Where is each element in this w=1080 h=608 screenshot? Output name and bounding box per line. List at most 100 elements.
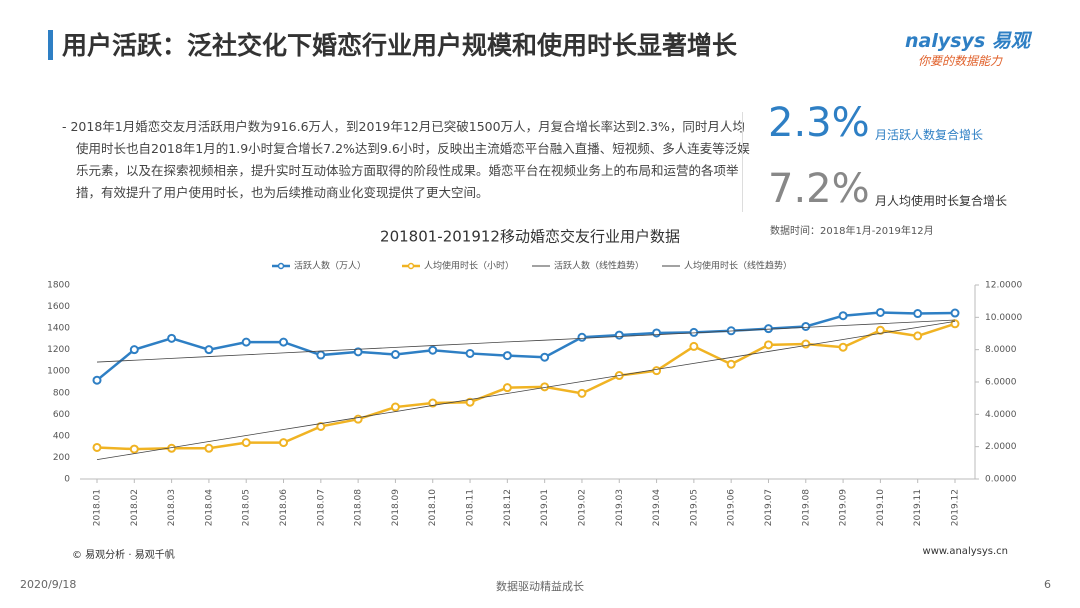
trend-line [96,320,956,460]
legend-marker [277,262,285,270]
point [875,325,885,335]
summary: - 2018年1月婚恋交友月活跃用户数为916.6万人，到2019年12月已突破… [62,119,750,200]
y-tick-label: 1200 [47,345,70,355]
x-tick-label: 2019.08 [801,489,811,526]
point [726,359,736,369]
point [577,388,587,398]
x-tick-label: 2018.12 [503,489,513,526]
point [279,337,289,347]
point [428,345,438,355]
point [353,347,363,357]
copyright: © 易观分析 · 易观千帆 [72,550,175,561]
chart-title: 201801-201912移动婚恋交友行业用户数据 [380,228,680,246]
site: www.analysys.cn [922,546,1008,557]
point [838,342,848,352]
point [241,438,251,448]
y2-tick-label: 0.0000 [985,475,1017,485]
x-tick-label: 2018.07 [316,489,326,526]
legend-label: 人均使用时长（小时） [424,260,514,272]
x-tick-label: 2019.02 [577,489,587,526]
point [129,444,139,454]
point [913,331,923,341]
y-tick-label: 1400 [47,324,70,334]
x-tick-label: 2019.04 [652,489,662,526]
point [540,352,550,362]
y2-tick-label: 12.0000 [985,281,1022,291]
point [614,330,624,340]
legend-label: 活跃人数（万人） [294,260,366,272]
point [689,341,699,351]
x-tick-label: 2018.01 [93,489,103,526]
point [838,311,848,321]
x-tick-label: 2019.11 [913,489,923,526]
trend-line [96,319,956,363]
y2-tick-label: 8.0000 [985,345,1017,355]
data-source: 数据时间：2018年1月-2019年12月 [770,226,934,237]
x-tick-label: 2018.10 [428,489,438,526]
stat-label: 月人均使用时长复合增长 [875,194,1008,208]
title-accent [48,30,53,60]
point [502,351,512,361]
point [763,340,773,350]
y2-tick-label: 6.0000 [985,378,1017,388]
point [465,348,475,358]
point [167,333,177,343]
point [390,350,400,360]
x-tick-label: 2019.03 [615,489,625,526]
x-tick-label: 2019.12 [951,489,961,526]
series-line [96,311,956,382]
point [92,442,102,452]
y2-tick-label: 2.0000 [985,442,1017,452]
point [279,438,289,448]
slogan: 你要的数据能力 [918,54,1003,68]
divider [742,112,743,212]
x-tick-label: 2019.06 [727,489,737,526]
y-tick-label: 0 [64,475,70,485]
point [204,345,214,355]
slide-title: 用户活跃：泛社交化下婚恋行业用户规模和使用时长显著增长 [62,31,738,60]
x-tick-label: 2018.03 [167,489,177,526]
x-tick-label: 2019.09 [839,489,849,526]
x-tick-label: 2018.02 [130,489,140,526]
y2-tick-label: 10.0000 [985,313,1022,323]
point [913,309,923,319]
y-tick-label: 800 [53,388,70,398]
x-tick-label: 2019.05 [689,489,699,526]
series-line [96,322,956,451]
y-tick-label: 1000 [47,367,70,377]
point [241,337,251,347]
point [390,402,400,412]
x-tick-label: 2019.07 [764,489,774,526]
point [950,319,960,329]
x-tick-label: 2018.05 [242,489,252,526]
point [353,414,363,424]
x-tick-label: 2018.11 [466,489,476,526]
date: 2020/9/18 [20,578,77,591]
point [204,443,214,453]
y-tick-label: 600 [53,410,70,420]
y-tick-label: 1800 [47,281,70,291]
point [465,397,475,407]
point [316,421,326,431]
legend-label: 人均使用时长（线性趋势） [684,260,792,272]
x-tick-label: 2019.10 [876,489,886,526]
point [129,345,139,355]
brand: nalysys 易观 [905,30,1030,52]
point [577,332,587,342]
page-number: 6 [1044,578,1051,591]
y-tick-label: 200 [53,453,70,463]
x-tick-label: 2018.04 [204,489,214,526]
x-tick-label: 2018.08 [354,489,364,526]
legend-marker [407,262,415,270]
point [801,321,811,331]
point [875,307,885,317]
point [92,375,102,385]
stat-value: 7.2% [768,166,870,212]
y-tick-label: 400 [53,431,70,441]
point [652,366,662,376]
point [316,350,326,360]
stat-label: 月活跃人数复合增长 [875,128,984,142]
point [763,324,773,334]
